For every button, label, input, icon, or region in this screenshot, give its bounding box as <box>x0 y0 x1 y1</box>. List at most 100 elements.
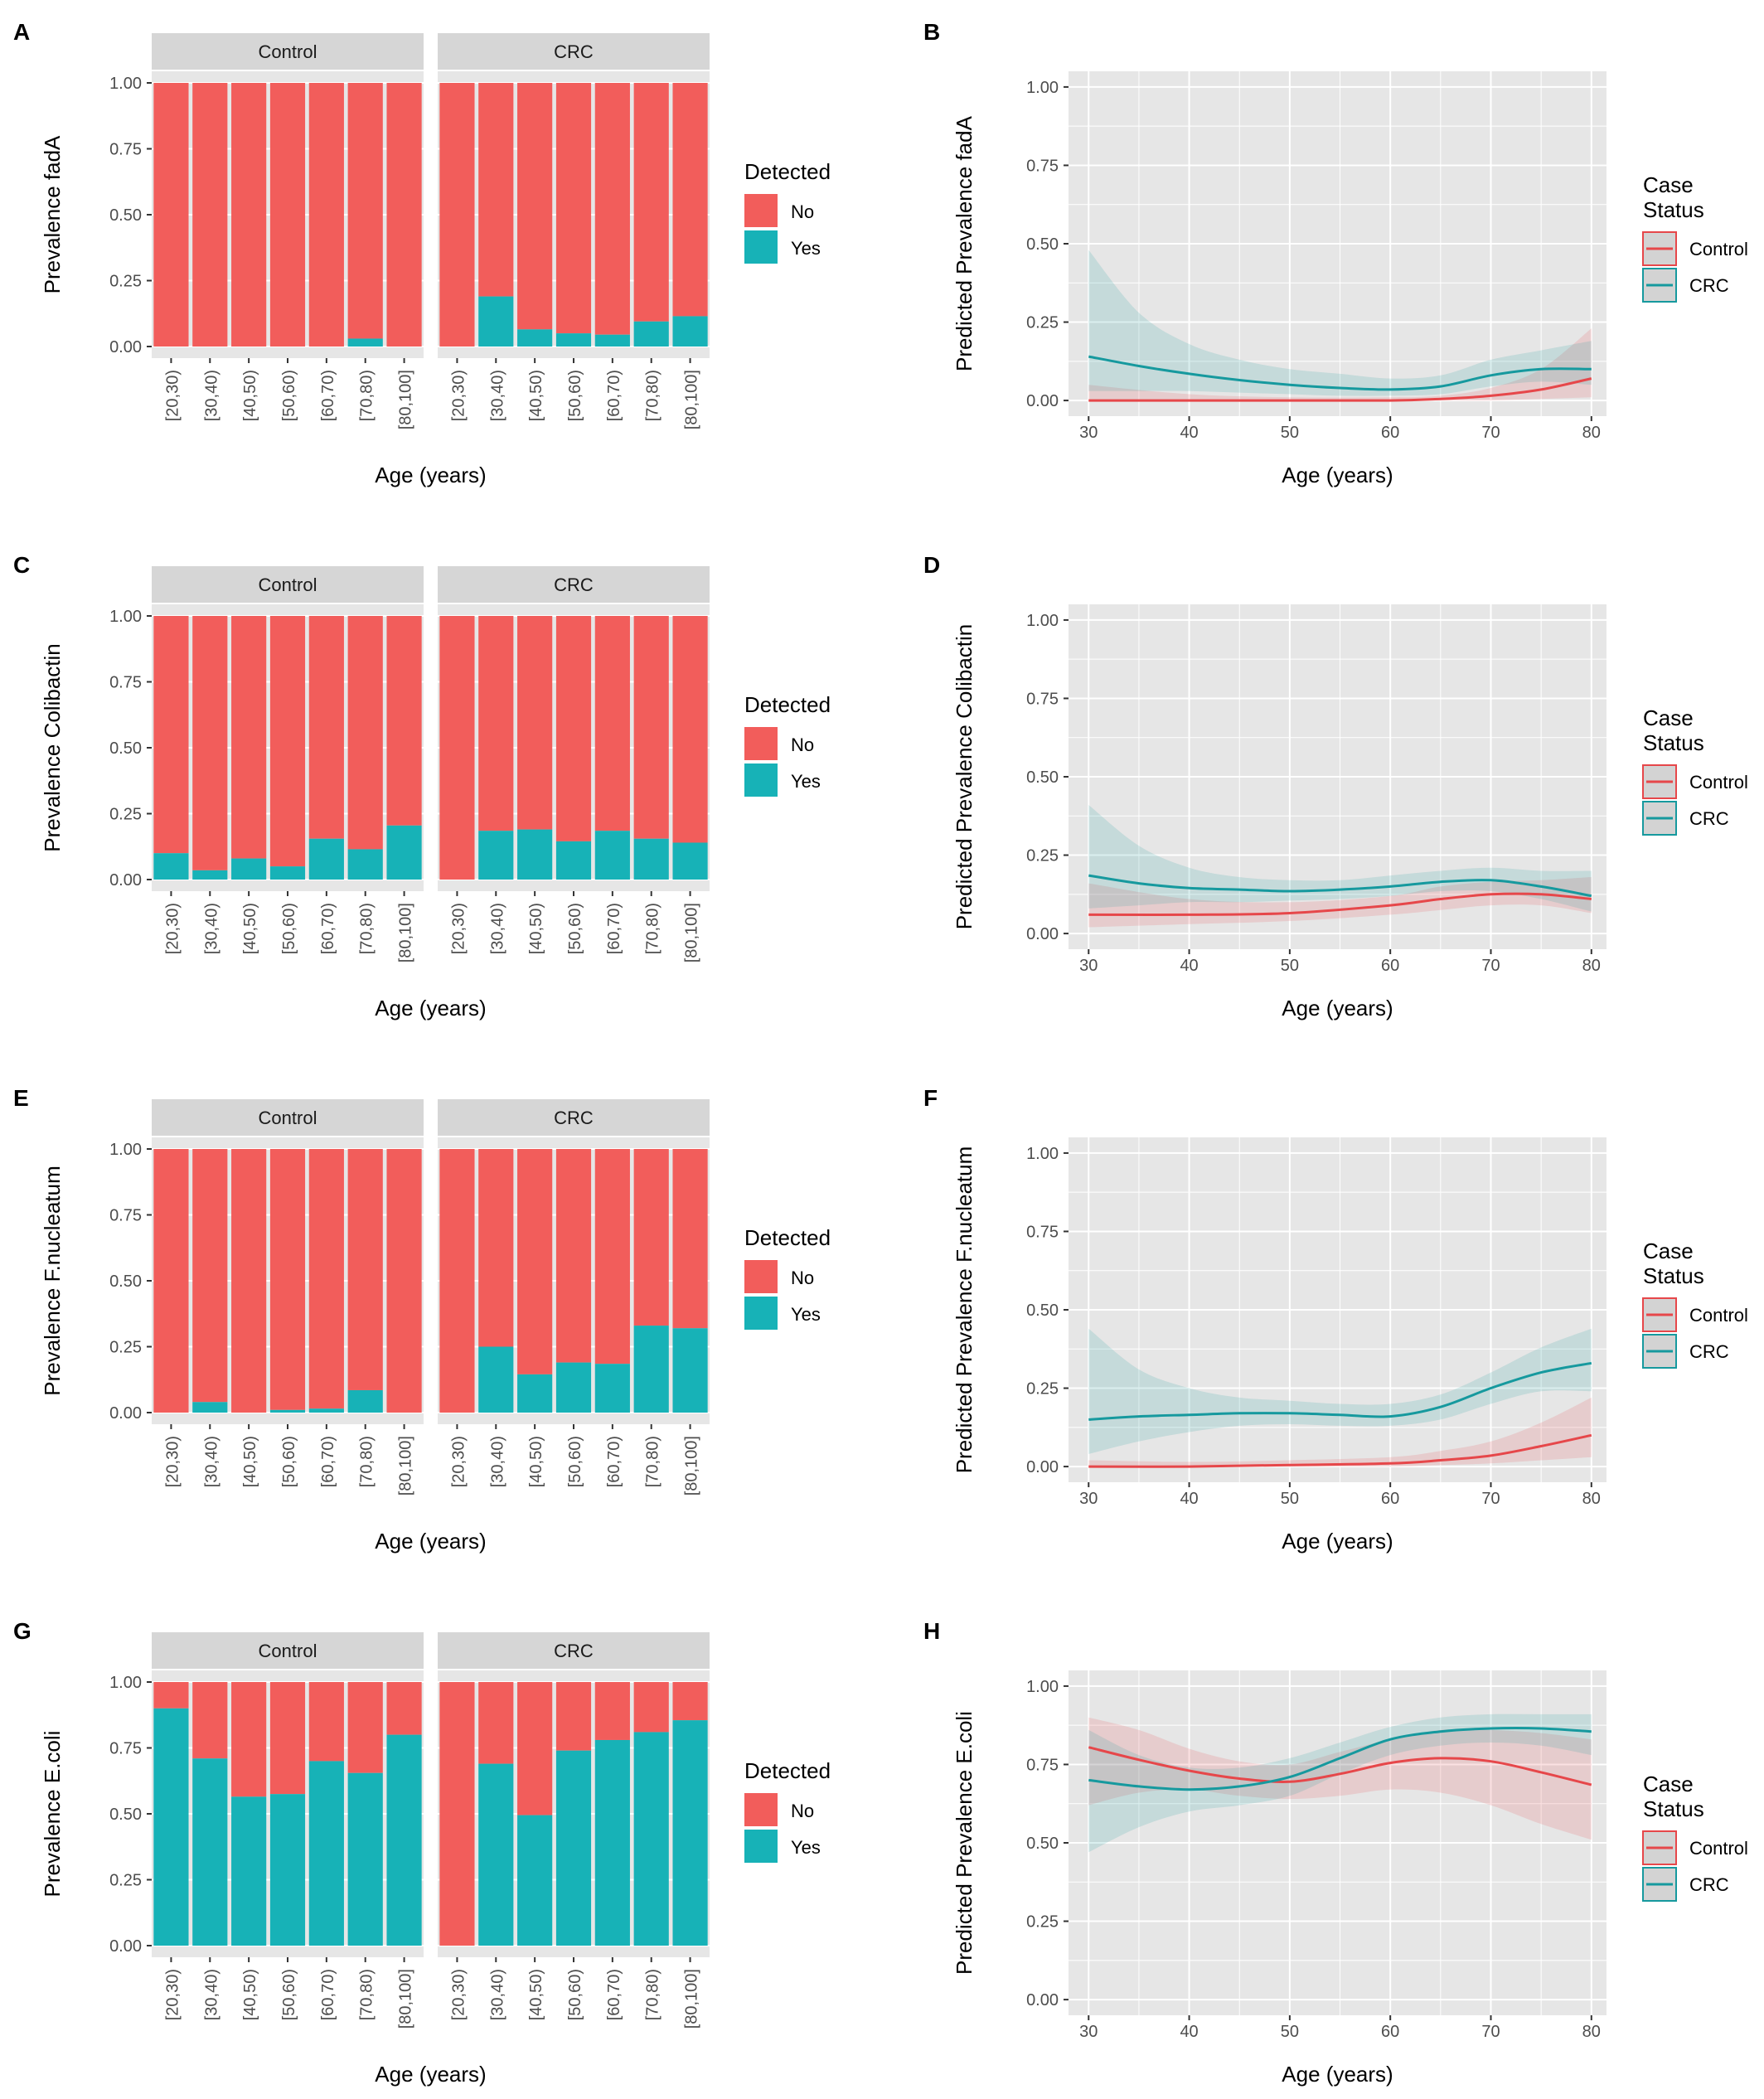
curve-panel-h: H 30 40 50 60 70 80 0.00 0.25 0.50 0.75 1.00 Predict… <box>923 1618 1748 2087</box>
facet-label: CRC <box>554 1641 594 1661</box>
y-tick-label: 0.00 <box>109 1937 142 1956</box>
y-tick-label: 0.50 <box>109 206 142 225</box>
x-tick-label: [40,50) <box>527 903 545 954</box>
y-tick-label: 0.00 <box>109 871 142 890</box>
facet-label: CRC <box>554 1108 594 1128</box>
y-tick-label: 0.50 <box>1026 235 1059 254</box>
x-tick-label: [20,30) <box>449 1436 468 1487</box>
bar-no <box>594 1149 630 1365</box>
bar-yes <box>386 1734 422 1946</box>
bar-no <box>386 1149 422 1413</box>
legend-label: Control <box>1689 1305 1748 1326</box>
series-line-control <box>1088 1433 1592 1468</box>
bar-yes <box>478 296 514 347</box>
legend-title: Case <box>1643 172 1694 197</box>
facet-crc: CRC [20,30) [30,40) [40,50) [50,60) [60,70) [7… <box>438 33 710 429</box>
x-tick-label: [60,70) <box>605 1969 623 2020</box>
y-tick-label: 0.50 <box>1026 1835 1059 1853</box>
legend-title: Status <box>1643 1796 1704 1821</box>
legend-label: Control <box>1689 1838 1748 1859</box>
legend-title: Detected <box>744 159 831 184</box>
bar-no <box>594 1682 630 1740</box>
bar-no <box>633 616 669 839</box>
bar-no <box>517 83 553 330</box>
panel-letter: H <box>923 1618 940 1644</box>
panel-letter: F <box>923 1085 938 1111</box>
facet-label: Control <box>259 1108 317 1128</box>
bar-no <box>192 1149 228 1403</box>
facet-strip <box>152 566 424 603</box>
facet-control: Control [20,30) [30,40) [40,50) [50,60) [60,7… <box>152 1632 424 2029</box>
bar-yes <box>517 329 553 347</box>
x-axis-label: Age (years) <box>1282 2062 1393 2087</box>
bar-no <box>594 83 630 335</box>
ci-ribbon-control <box>1088 328 1592 401</box>
bar-no <box>153 83 189 347</box>
bar-yes <box>192 870 228 880</box>
y-axis-label: Predicted Prevalence Colibactin <box>952 624 976 930</box>
x-tick-label: [80,100] <box>683 1969 701 2029</box>
y-tick-label: 1.00 <box>109 1674 142 1692</box>
series-line-control <box>1088 377 1592 402</box>
bar-yes <box>633 1732 669 1946</box>
x-tick-label: [20,30) <box>449 370 468 421</box>
x-tick-label: [30,40) <box>202 903 220 954</box>
facet-strip <box>152 1632 424 1669</box>
x-tick-label: [20,30) <box>163 1969 182 2020</box>
bar-no <box>517 1149 553 1374</box>
legend-label: Yes <box>791 1304 821 1325</box>
bar-no <box>231 616 267 859</box>
x-tick-label: [50,60) <box>280 903 298 954</box>
bar-yes <box>672 1720 708 1946</box>
legend-key-no <box>744 727 778 760</box>
x-tick-label: [60,70) <box>605 370 623 421</box>
x-tick-label: 60 <box>1381 1490 1399 1508</box>
bar-yes <box>308 838 344 880</box>
facet-strip <box>438 566 710 603</box>
x-axis-label: Age (years) <box>1282 996 1393 1020</box>
bar-no <box>386 1682 422 1735</box>
y-tick-label: 0.75 <box>109 674 142 692</box>
x-tick-label: [80,100] <box>397 370 415 429</box>
bar-yes <box>555 841 592 880</box>
x-tick-label: [30,40) <box>488 1969 506 2020</box>
x-tick-label: [70,80) <box>358 903 376 954</box>
facet-label: Control <box>259 1641 317 1661</box>
panel-letter: A <box>13 19 30 45</box>
facet-label: Control <box>259 41 317 62</box>
y-tick-label: 0.50 <box>1026 768 1059 787</box>
x-tick-label: [60,70) <box>605 903 623 954</box>
bar-no <box>478 1149 514 1347</box>
x-tick-label: 60 <box>1381 957 1399 975</box>
bar-no <box>308 616 344 839</box>
x-tick-label: 50 <box>1281 1490 1299 1508</box>
y-tick-label: 0.00 <box>1026 925 1059 943</box>
curve-panel-f: F 30 40 50 60 70 80 0.00 0.25 0.50 0.75 1.00 Predict… <box>923 1085 1748 1554</box>
facet-control: Control [20,30) [30,40) [40,50) [50,60) [60,7… <box>152 566 424 962</box>
bar-panel-c: C Control [20,30) [30,40) [40,50) [50,60) [60,… <box>13 552 831 1020</box>
legend-key-no <box>744 1260 778 1293</box>
bar-no <box>555 83 592 334</box>
panel-letter: B <box>923 19 940 45</box>
bar-no <box>555 1149 592 1363</box>
x-tick-label: 50 <box>1281 957 1299 975</box>
bar-no <box>308 83 344 347</box>
x-tick-label: 60 <box>1381 2023 1399 2041</box>
facet-strip <box>438 1632 710 1669</box>
ci-ribbon-crc <box>1088 805 1592 912</box>
y-axis-label: Prevalence F.nucleatum <box>40 1166 65 1395</box>
legend-title: Detected <box>744 1758 831 1783</box>
bar-no <box>386 83 422 347</box>
y-tick-label: 1.00 <box>1026 1678 1059 1696</box>
bar-no <box>478 1682 514 1764</box>
x-tick-label: 80 <box>1582 424 1601 442</box>
y-tick-label: 0.50 <box>1026 1302 1059 1320</box>
bar-no <box>231 1149 267 1413</box>
x-axis-label: Age (years) <box>375 463 486 487</box>
y-axis-label: Predicted Prevalence E.coli <box>952 1711 976 1975</box>
x-tick-label: [30,40) <box>488 1436 506 1487</box>
y-tick-label: 0.75 <box>1026 157 1059 175</box>
